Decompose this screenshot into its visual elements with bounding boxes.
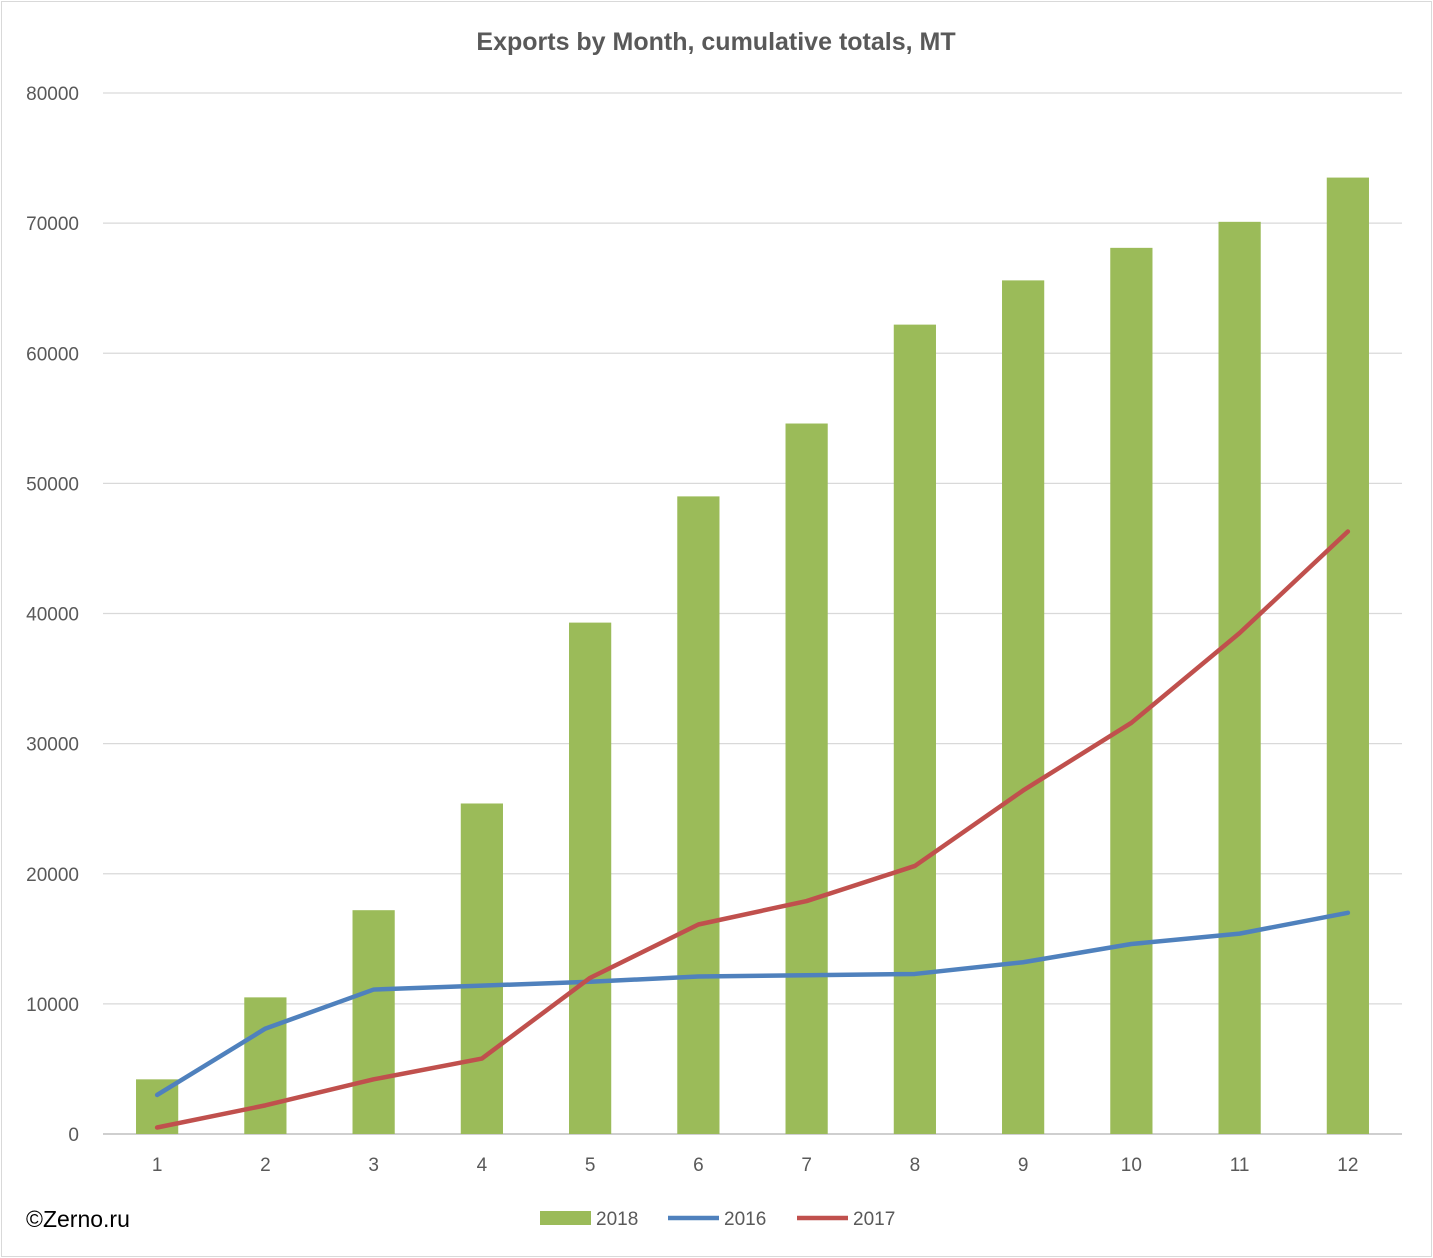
x-tick-label: 1	[152, 1155, 163, 1176]
bar-2018-10	[1110, 247, 1153, 1134]
watermark-text: ©Zerno.ru	[26, 1206, 130, 1232]
x-tick-label: 10	[1121, 1155, 1142, 1176]
x-axis-ticks: 1 2 3 4 5 6 7 8 9 10 11 12	[152, 1155, 1359, 1176]
bar-series	[136, 177, 1369, 1135]
bar-2018-8	[893, 324, 936, 1134]
y-axis-ticks: 0 10000 20000 30000 40000 50000 60000 70000 8000…	[26, 84, 79, 1146]
y-tick-label: 70000	[26, 214, 79, 235]
x-tick-label: 8	[910, 1155, 921, 1176]
bar-2018-4	[460, 803, 503, 1134]
legend-label-2018: 2018	[596, 1209, 638, 1230]
y-tick-label: 50000	[26, 474, 79, 495]
x-tick-label: 5	[585, 1155, 596, 1176]
bar-2018-5	[569, 622, 612, 1134]
bar-2018-9	[1002, 280, 1045, 1134]
gridlines	[103, 92, 1402, 1135]
x-tick-label: 4	[477, 1155, 488, 1176]
bar-2018-12	[1326, 177, 1369, 1135]
y-tick-label: 40000	[26, 605, 79, 626]
line-series-2016	[154, 910, 1351, 1098]
line-series-2017	[154, 529, 1351, 1130]
x-tick-label: 3	[368, 1155, 379, 1176]
y-tick-label: 60000	[26, 344, 79, 365]
y-tick-label: 0	[68, 1125, 79, 1146]
legend-label-2016: 2016	[724, 1209, 766, 1230]
bar-2018-7	[785, 423, 828, 1135]
chart-title: Exports by Month, cumulative totals, MT	[476, 28, 955, 56]
y-tick-label: 20000	[26, 865, 79, 886]
x-tick-label: 7	[801, 1155, 812, 1176]
legend-swatch-2018	[540, 1211, 591, 1225]
x-tick-label: 12	[1337, 1155, 1358, 1176]
bar-2018-11	[1218, 221, 1261, 1135]
x-tick-label: 6	[693, 1155, 704, 1176]
legend-label-2017: 2017	[853, 1209, 895, 1230]
y-tick-label: 30000	[26, 735, 79, 756]
x-tick-label: 11	[1230, 1155, 1250, 1176]
y-tick-label: 10000	[26, 995, 79, 1016]
bar-2018-6	[677, 496, 720, 1134]
legend: 2018 2016 2017	[540, 1209, 895, 1230]
line-series	[154, 529, 1351, 1130]
bar-2018-3	[352, 910, 395, 1134]
x-tick-label: 9	[1018, 1155, 1029, 1176]
y-tick-label: 80000	[26, 84, 79, 105]
bar-2018-2	[244, 997, 287, 1134]
x-tick-label: 2	[260, 1155, 271, 1176]
